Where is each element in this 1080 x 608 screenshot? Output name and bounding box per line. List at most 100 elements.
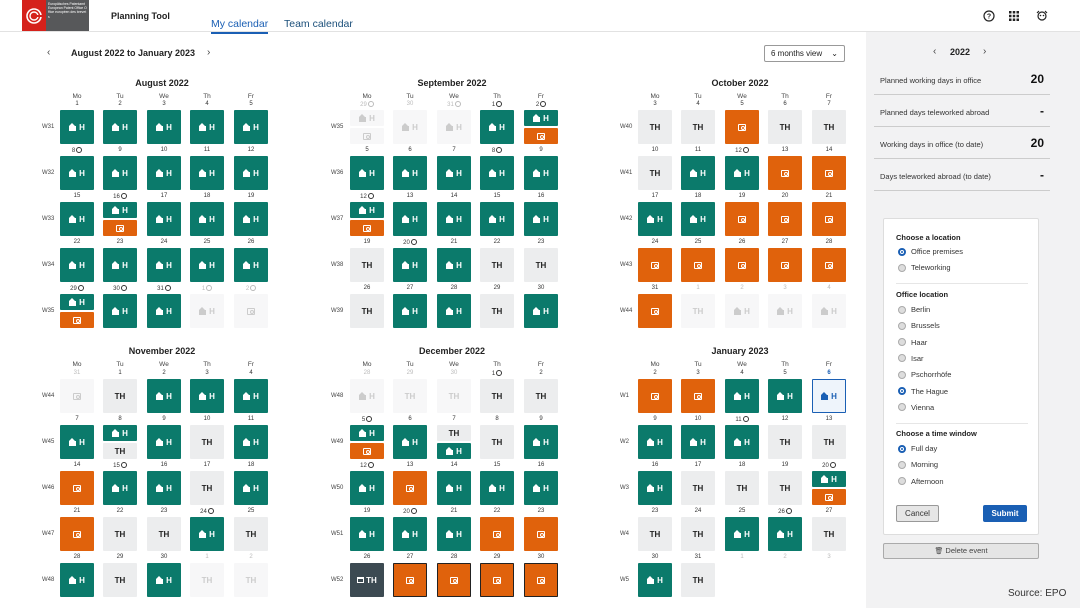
day-cell-home[interactable]: H [60, 425, 94, 459]
day-cell-abroad[interactable] [60, 379, 94, 413]
day-cell-abroad[interactable] [768, 248, 802, 282]
day-cell-home[interactable]: H [524, 425, 558, 459]
day-cell-home[interactable]: H [725, 517, 759, 551]
day-cell-abroad[interactable] [725, 202, 759, 236]
day-cell-home[interactable]: H [480, 202, 514, 236]
day-cell-abroad[interactable] [393, 471, 427, 505]
day-cell-home[interactable]: H [768, 517, 802, 551]
day-cell-abroad[interactable] [812, 202, 846, 236]
next-range-arrow-icon[interactable]: › [207, 47, 210, 58]
day-cell-home[interactable]: H [437, 202, 471, 236]
day-cell-abroad[interactable] [60, 471, 94, 505]
day-cell-home[interactable]: H [147, 425, 181, 459]
day-cell-home[interactable]: H [190, 294, 224, 328]
day-cell-home[interactable]: H [350, 471, 384, 505]
day-cell-abroad[interactable] [60, 312, 94, 328]
radio-office-premises[interactable]: Office premises [898, 247, 963, 256]
day-cell-home[interactable]: H [103, 425, 137, 441]
day-cell-telework[interactable]: TH [725, 471, 759, 505]
day-cell-home[interactable]: H [681, 425, 715, 459]
day-cell-home[interactable]: H [147, 202, 181, 236]
day-cell-home[interactable]: H [147, 110, 181, 144]
day-cell-telework[interactable]: TH [681, 471, 715, 505]
radio-office-brussels[interactable]: Brussels [898, 321, 940, 330]
day-cell-home[interactable]: H [147, 471, 181, 505]
day-cell-home[interactable]: H [524, 202, 558, 236]
day-cell-telework[interactable]: TH [480, 425, 514, 459]
day-cell-home[interactable]: H [638, 202, 672, 236]
day-cell-home[interactable]: H [725, 294, 759, 328]
day-cell-abroad[interactable] [60, 517, 94, 551]
day-cell-abroad[interactable] [480, 517, 514, 551]
day-cell-home[interactable]: H [60, 563, 94, 597]
day-cell-home[interactable]: H [437, 443, 471, 459]
day-cell-empty[interactable] [725, 563, 759, 597]
day-cell-empty[interactable] [812, 563, 846, 597]
day-cell-home[interactable]: H [234, 202, 268, 236]
day-cell-home[interactable]: H [638, 563, 672, 597]
day-cell-home[interactable]: H [437, 517, 471, 551]
day-cell-home[interactable]: H [190, 379, 224, 413]
day-cell-home[interactable]: H [350, 379, 384, 413]
day-cell-home[interactable]: H [350, 202, 384, 218]
day-cell-home[interactable]: H [393, 425, 427, 459]
day-cell-home[interactable]: H [190, 517, 224, 551]
day-cell-home[interactable]: H [393, 202, 427, 236]
day-cell-home[interactable]: H [60, 156, 94, 190]
day-cell-abroad[interactable] [681, 248, 715, 282]
day-cell-telework[interactable]: TH [681, 517, 715, 551]
day-cell-telework[interactable]: TH [768, 425, 802, 459]
day-cell-abroad[interactable] [480, 563, 514, 597]
day-cell-home[interactable]: H [147, 156, 181, 190]
radio-office-pschorrh-fe[interactable]: Pschorrhöfe [898, 370, 951, 379]
day-cell-abroad[interactable] [524, 517, 558, 551]
day-cell-home[interactable]: H [393, 110, 427, 144]
user-avatar-icon[interactable] [1036, 10, 1048, 22]
day-cell-home[interactable]: H [768, 294, 802, 328]
day-cell-telework[interactable]: TH [768, 110, 802, 144]
day-cell-abroad[interactable] [638, 379, 672, 413]
day-cell-telework[interactable]: TH [103, 517, 137, 551]
day-cell-home[interactable]: H [350, 110, 384, 126]
day-cell-abroad[interactable] [350, 443, 384, 459]
prev-range-arrow-icon[interactable]: ‹ [47, 47, 50, 58]
day-cell-home[interactable]: H [147, 563, 181, 597]
day-cell-home[interactable]: H [480, 156, 514, 190]
day-cell-home[interactable]: H [480, 471, 514, 505]
day-cell-home[interactable]: H [103, 156, 137, 190]
day-cell-home[interactable]: H [60, 110, 94, 144]
day-cell-home[interactable]: H [524, 471, 558, 505]
day-cell-telework[interactable]: TH [638, 110, 672, 144]
apps-grid-icon[interactable] [1008, 10, 1020, 22]
day-cell-telework[interactable]: TH [234, 517, 268, 551]
day-cell-empty[interactable] [768, 563, 802, 597]
day-cell-home[interactable]: H [350, 156, 384, 190]
day-cell-home[interactable]: H [725, 425, 759, 459]
day-cell-home[interactable]: H [437, 248, 471, 282]
day-cell-abroad[interactable] [812, 248, 846, 282]
day-cell-home[interactable]: H [190, 248, 224, 282]
day-cell-home[interactable]: H [234, 110, 268, 144]
day-cell-home[interactable]: H [147, 248, 181, 282]
day-cell-home[interactable]: H [393, 517, 427, 551]
day-cell-telework[interactable]: TH [524, 248, 558, 282]
day-cell-telework[interactable]: TH [638, 156, 672, 190]
day-cell-home[interactable]: H [393, 294, 427, 328]
day-cell-abroad[interactable] [103, 220, 137, 236]
day-cell-home[interactable]: H [190, 202, 224, 236]
day-cell-home[interactable]: H [725, 379, 759, 413]
next-year-arrow-icon[interactable]: › [983, 46, 986, 57]
day-cell-abroad[interactable] [437, 563, 471, 597]
day-cell-home[interactable]: H [350, 425, 384, 441]
day-cell-home[interactable]: H [437, 471, 471, 505]
day-cell-home[interactable]: H [103, 471, 137, 505]
day-cell-telework[interactable]: TH [812, 110, 846, 144]
day-cell-home[interactable]: H [234, 248, 268, 282]
day-cell-abroad[interactable] [812, 156, 846, 190]
day-cell-home[interactable]: H [393, 248, 427, 282]
day-cell-home[interactable]: H [60, 202, 94, 236]
radio-teleworking[interactable]: Teleworking [898, 263, 951, 272]
day-cell-telework[interactable]: TH [190, 425, 224, 459]
day-cell-telework[interactable]: TH [437, 425, 471, 441]
day-cell-telework[interactable]: TH [681, 563, 715, 597]
